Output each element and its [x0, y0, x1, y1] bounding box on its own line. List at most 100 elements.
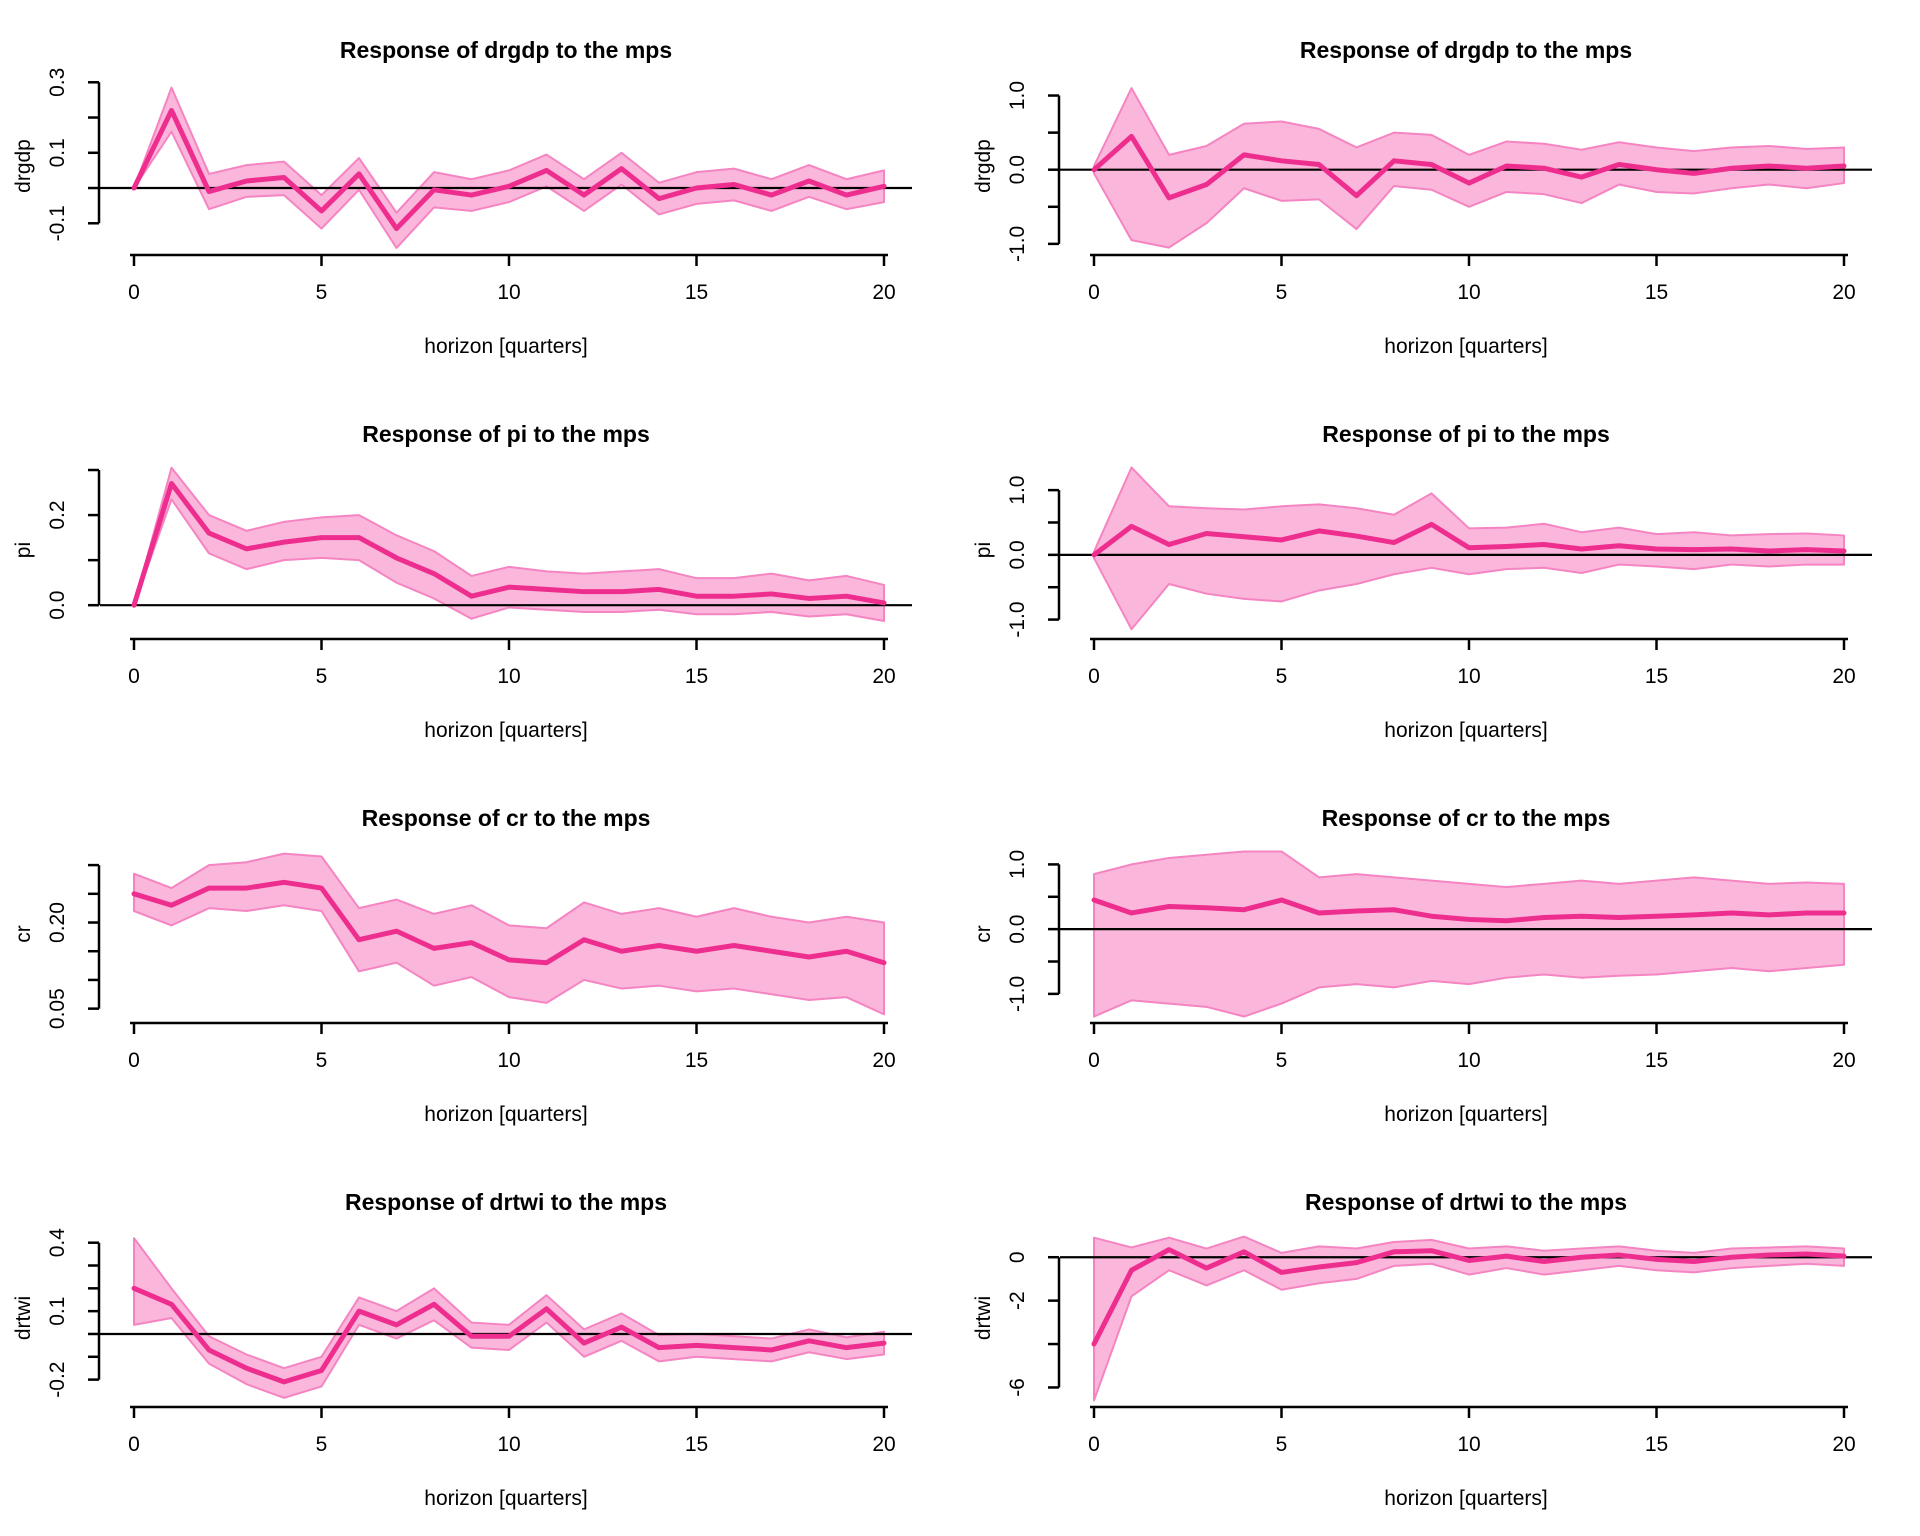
x-tick-label: 5: [1276, 281, 1288, 304]
y-axis-title: pi: [12, 542, 35, 558]
y-axis-title: pi: [972, 542, 995, 558]
response-line: [1091, 133, 1847, 201]
x-axis-title: horizon [quarters]: [424, 1103, 587, 1126]
confidence-band: [1093, 87, 1845, 249]
x-tick-label: 15: [685, 281, 708, 304]
x-tick-label: 10: [497, 1049, 520, 1072]
y-tick-label: -6: [1006, 1378, 1029, 1397]
chart-title: Response of cr to the mps: [1322, 805, 1611, 831]
x-tick-label: 0: [128, 1049, 140, 1072]
x-axis-title: horizon [quarters]: [1384, 1103, 1547, 1126]
irf-panel-pi-left: 0 5 10 15 20 0.0 0.2 pi horizon [quarters] Respon…: [0, 384, 960, 768]
y-tick-label: 1.0: [1006, 476, 1029, 505]
irf-chart-drgdp-left: 0 5 10 15 20 -0.1 0.1 0.3 drgdp horizon [quarters…: [12, 37, 912, 358]
y-axis-title: cr: [12, 925, 35, 943]
x-tick-label: 15: [685, 1433, 708, 1456]
x-tick-label: 5: [316, 1049, 328, 1072]
x-tick-label: 15: [1645, 281, 1668, 304]
x-tick-label: 10: [497, 1433, 520, 1456]
y-tick-label: 0.20: [46, 902, 69, 943]
response-line: [1091, 521, 1847, 558]
y-tick-label: 1.0: [1006, 850, 1029, 879]
x-axis-title: horizon [quarters]: [424, 335, 587, 358]
y-tick-label: -0.1: [46, 205, 69, 241]
response-line: [131, 481, 887, 608]
x-tick-label: 0: [128, 1433, 140, 1456]
x-tick-label: 5: [316, 665, 328, 688]
x-tick-label: 10: [497, 281, 520, 304]
x-tick-label: 10: [1457, 665, 1480, 688]
irf-panel-cr-right: 0 5 10 15 20 -1.0 0.0 1.0 cr horizon [quarters] Re…: [960, 768, 1920, 1152]
y-tick-label: 1.0: [1006, 81, 1029, 110]
x-tick-label: 20: [872, 281, 895, 304]
confidence-band: [133, 1237, 885, 1399]
x-tick-label: 5: [316, 1433, 328, 1456]
x-tick-label: 15: [685, 1049, 708, 1072]
x-tick-label: 15: [1645, 1433, 1668, 1456]
x-tick-label: 20: [1832, 1049, 1855, 1072]
irf-panel-pi-right: 0 5 10 15 20 -1.0 0.0 1.0 pi horizon [quarters] Re…: [960, 384, 1920, 768]
response-line: [1091, 897, 1847, 924]
y-tick-label: -0.2: [46, 1362, 69, 1398]
x-tick-label: 0: [1088, 1433, 1100, 1456]
chart-title: Response of pi to the mps: [1322, 421, 1610, 447]
chart-title: Response of drgdp to the mps: [1300, 37, 1632, 63]
x-tick-label: 20: [1832, 665, 1855, 688]
chart-title: Response of drgdp to the mps: [340, 37, 672, 63]
x-tick-label: 0: [1088, 665, 1100, 688]
chart-title: Response of cr to the mps: [362, 805, 651, 831]
chart-title: Response of drtwi to the mps: [345, 1189, 667, 1215]
x-axis-title: horizon [quarters]: [424, 1487, 587, 1510]
x-tick-label: 20: [872, 665, 895, 688]
irf-chart-drtwi-left: 0 5 10 15 20 -0.2 0.1 0.4 drtwi horizon [quarters…: [12, 1189, 912, 1510]
irf-panel-drtwi-left: 0 5 10 15 20 -0.2 0.1 0.4 drtwi horizon [quarters…: [0, 1152, 960, 1536]
x-tick-label: 10: [1457, 281, 1480, 304]
x-tick-label: 0: [128, 281, 140, 304]
irf-panel-drgdp-right: 0 5 10 15 20 -1.0 0.0 1.0 drgdp horizon [quarters…: [960, 0, 1920, 384]
response-line: [131, 1285, 887, 1385]
y-tick-label: -2: [1006, 1291, 1029, 1310]
y-tick-label: 0.3: [46, 68, 69, 97]
response-line: [131, 107, 887, 232]
x-tick-label: 15: [685, 665, 708, 688]
y-tick-label: 0.2: [46, 500, 69, 529]
y-tick-label: 0.0: [1006, 155, 1029, 184]
y-tick-label: -1.0: [1006, 976, 1029, 1012]
chart-title: Response of drtwi to the mps: [1305, 1189, 1627, 1215]
y-tick-label: 0.1: [46, 1297, 69, 1326]
y-tick-label: -1.0: [1006, 226, 1029, 262]
x-axis-title: horizon [quarters]: [1384, 335, 1547, 358]
irf-chart-pi-left: 0 5 10 15 20 0.0 0.2 pi horizon [quarters] Respon…: [12, 421, 912, 742]
x-tick-label: 5: [1276, 1049, 1288, 1072]
confidence-band: [133, 466, 885, 622]
irf-chart-drtwi-right: 0 5 10 15 20 -6 -2 0 drtwi horizon [quarters] Resp…: [972, 1189, 1872, 1510]
confidence-band: [1093, 850, 1845, 1018]
irf-panel-drgdp-left: 0 5 10 15 20 -0.1 0.1 0.3 drgdp horizon [quarters…: [0, 0, 960, 384]
y-tick-label: 0.1: [46, 138, 69, 167]
irf-chart-pi-right: 0 5 10 15 20 -1.0 0.0 1.0 pi horizon [quarters] Re…: [972, 421, 1872, 742]
x-tick-label: 5: [1276, 1433, 1288, 1456]
x-tick-label: 5: [1276, 665, 1288, 688]
x-tick-label: 20: [872, 1433, 895, 1456]
irf-chart-drgdp-right: 0 5 10 15 20 -1.0 0.0 1.0 drgdp horizon [quarters…: [972, 37, 1872, 358]
y-axis-title: drgdp: [972, 139, 995, 193]
x-tick-label: 15: [1645, 1049, 1668, 1072]
x-axis-title: horizon [quarters]: [1384, 719, 1547, 742]
y-tick-label: 0.05: [46, 988, 69, 1029]
irf-chart-cr-right: 0 5 10 15 20 -1.0 0.0 1.0 cr horizon [quarters] Re…: [972, 805, 1872, 1126]
y-axis-title: drtwi: [12, 1296, 35, 1340]
chart-title: Response of pi to the mps: [362, 421, 650, 447]
x-tick-label: 10: [1457, 1049, 1480, 1072]
irf-panel-drtwi-right: 0 5 10 15 20 -6 -2 0 drtwi horizon [quarters] Resp…: [960, 1152, 1920, 1536]
x-tick-label: 0: [1088, 1049, 1100, 1072]
confidence-band: [133, 852, 885, 1016]
response-line: [1091, 1247, 1847, 1347]
y-tick-label: 0.0: [46, 591, 69, 620]
y-axis-title: drgdp: [12, 139, 35, 193]
y-tick-label: 0: [1006, 1251, 1029, 1263]
x-tick-label: 20: [872, 1049, 895, 1072]
x-tick-label: 0: [1088, 281, 1100, 304]
x-tick-label: 10: [1457, 1433, 1480, 1456]
x-tick-label: 0: [128, 665, 140, 688]
